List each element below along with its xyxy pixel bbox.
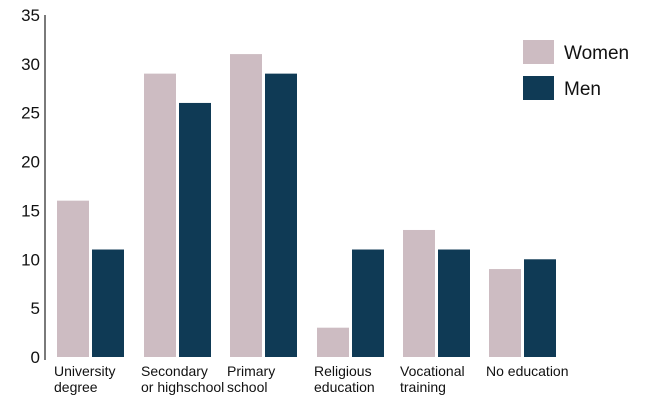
legend: Women Men bbox=[523, 40, 629, 100]
x-category-label: No education bbox=[486, 363, 569, 379]
legend-label-women: Women bbox=[564, 43, 629, 64]
legend-swatch-men bbox=[523, 76, 554, 100]
bar-men-1 bbox=[179, 102, 211, 357]
x-category-label: Secondary or highschool bbox=[141, 363, 224, 395]
y-tick-label: 35 bbox=[21, 6, 40, 25]
bar-men-3 bbox=[352, 249, 384, 357]
bar-men-4 bbox=[438, 249, 470, 357]
bar-women-5 bbox=[489, 269, 521, 357]
y-tick-label: 20 bbox=[21, 153, 40, 172]
bar-men-5 bbox=[524, 259, 556, 357]
y-tick-label: 25 bbox=[21, 104, 40, 123]
y-tick-label: 0 bbox=[31, 348, 40, 367]
y-tick-label: 30 bbox=[21, 55, 40, 74]
x-category-label: University degree bbox=[54, 363, 115, 395]
x-axis-labels: University degree Secondary or highschoolPr… bbox=[54, 363, 569, 395]
bar-men-0 bbox=[92, 249, 124, 357]
y-tick-label: 10 bbox=[21, 250, 40, 269]
legend-label-men: Men bbox=[564, 79, 601, 100]
x-category-label: Primary school bbox=[227, 363, 275, 395]
y-tick-label: 5 bbox=[31, 299, 40, 318]
bar-women-0 bbox=[57, 200, 89, 357]
bar-men-2 bbox=[265, 73, 297, 357]
y-axis-ticks: 0 5 10 15 20 25 30 35 bbox=[21, 6, 40, 367]
bar-women-2 bbox=[230, 54, 262, 357]
x-category-label: Religious education bbox=[314, 363, 375, 395]
bar-women-4 bbox=[403, 229, 435, 357]
bars bbox=[57, 54, 556, 357]
legend-swatch-women bbox=[523, 40, 554, 64]
y-tick-label: 15 bbox=[21, 201, 40, 220]
x-category-label: Vocational training bbox=[400, 363, 465, 395]
bar-women-3 bbox=[317, 327, 349, 357]
bar-women-1 bbox=[144, 73, 176, 357]
